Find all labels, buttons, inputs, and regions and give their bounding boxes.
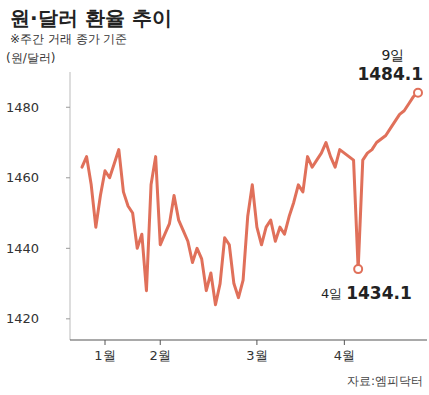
x-tick [160,340,161,345]
annotation-value: 1434.1 [346,283,412,303]
y-tick [66,177,70,178]
x-tick-label: 4월 [334,348,355,363]
y-tick-label: 1440 [6,241,39,256]
annotation-marker [354,265,362,273]
source: 자료:엠피닥터 [347,374,423,388]
title: 원·달러 환율 추이 [10,6,172,30]
annotation-value: 1484.1 [357,64,423,84]
x-tick [105,340,106,345]
annotation-marker [414,89,422,97]
x-tick-label: 3월 [246,348,267,363]
y-tick-label: 1420 [6,311,39,326]
annotation-label: 4일 [321,286,342,301]
y-tick [66,107,70,108]
x-tick-label: 2월 [150,348,171,363]
y-tick-label: 1460 [6,170,39,185]
chart: 원·달러 환율 추이 ※주간 거래 종가 기준 (원/달러) 1420 1440 1460… [0,0,429,395]
data-line [82,93,418,305]
x-tick-label: 1월 [94,348,115,363]
subtitle: ※주간 거래 종가 기준 [10,32,128,46]
y-tick [66,318,70,319]
y-axis-title: (원/달러) [6,51,55,65]
y-axis-line [70,72,71,340]
y-tick-label: 1480 [6,100,39,115]
y-tick [66,248,70,249]
annotation-label: 9일 [382,47,405,63]
x-axis-line [70,339,427,340]
plot-area [82,89,422,305]
x-tick [256,340,257,345]
x-tick [344,340,345,345]
